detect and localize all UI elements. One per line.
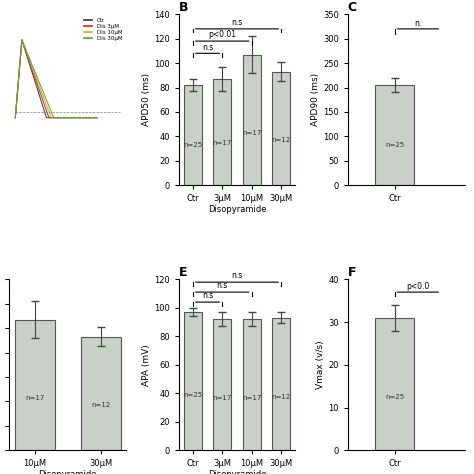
Bar bbox=[184, 312, 201, 450]
Bar bbox=[81, 337, 121, 450]
Text: p<0.01: p<0.01 bbox=[208, 30, 236, 39]
Text: B: B bbox=[179, 1, 188, 14]
Text: C: C bbox=[348, 1, 357, 14]
Bar bbox=[243, 55, 261, 185]
Y-axis label: APD50 (ms): APD50 (ms) bbox=[142, 73, 151, 126]
Text: n.s: n.s bbox=[231, 18, 243, 27]
X-axis label: Disopyramide: Disopyramide bbox=[38, 470, 97, 474]
Text: n=17: n=17 bbox=[242, 130, 262, 136]
Text: F: F bbox=[348, 266, 356, 279]
Text: p<0.0: p<0.0 bbox=[406, 282, 429, 291]
Bar bbox=[375, 85, 414, 185]
Bar bbox=[243, 319, 261, 450]
Text: n=17: n=17 bbox=[212, 140, 232, 146]
Text: n=25: n=25 bbox=[183, 392, 202, 398]
X-axis label: Disopyramide: Disopyramide bbox=[208, 205, 266, 214]
Bar bbox=[375, 318, 414, 450]
X-axis label: Disopyramide: Disopyramide bbox=[208, 470, 266, 474]
Text: n.: n. bbox=[414, 19, 421, 28]
Text: n=17: n=17 bbox=[25, 395, 45, 401]
Text: n=17: n=17 bbox=[242, 395, 262, 401]
Bar bbox=[273, 318, 290, 450]
Text: n=25: n=25 bbox=[385, 142, 404, 148]
Bar bbox=[273, 72, 290, 185]
Y-axis label: Vmax (v/s): Vmax (v/s) bbox=[317, 340, 326, 389]
Text: n=12: n=12 bbox=[272, 394, 291, 400]
Text: n.s: n.s bbox=[217, 282, 228, 291]
Text: n=25: n=25 bbox=[183, 142, 202, 148]
Text: n.s: n.s bbox=[231, 272, 243, 281]
Text: n=17: n=17 bbox=[212, 395, 232, 401]
Bar bbox=[184, 85, 201, 185]
Text: E: E bbox=[179, 266, 187, 279]
Text: n=12: n=12 bbox=[91, 402, 110, 408]
Text: n.s: n.s bbox=[202, 43, 213, 52]
Bar bbox=[213, 319, 231, 450]
Y-axis label: APA (mV): APA (mV) bbox=[142, 344, 151, 386]
Legend: Ctr, Dis 3μM, Dis 10μM, Dis 30μM: Ctr, Dis 3μM, Dis 10μM, Dis 30μM bbox=[83, 17, 123, 43]
Y-axis label: APD90 (ms): APD90 (ms) bbox=[311, 73, 320, 126]
Text: n=12: n=12 bbox=[272, 137, 291, 143]
Text: n=25: n=25 bbox=[385, 394, 404, 400]
Bar bbox=[213, 79, 231, 185]
Text: n.s: n.s bbox=[202, 292, 213, 301]
Bar bbox=[15, 319, 55, 450]
